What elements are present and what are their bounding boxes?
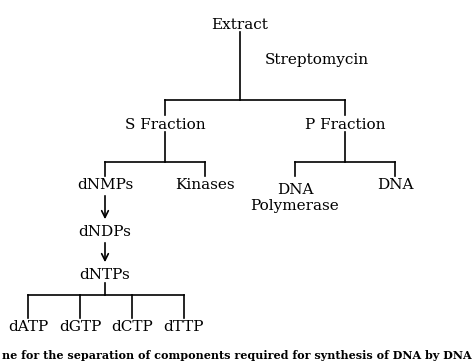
Text: Kinases: Kinases [175, 178, 235, 192]
Text: dNTPs: dNTPs [80, 268, 130, 282]
Text: DNA
Polymerase: DNA Polymerase [251, 183, 339, 213]
Text: dCTP: dCTP [111, 320, 153, 334]
Text: dTTP: dTTP [164, 320, 204, 334]
Text: Extract: Extract [211, 18, 268, 32]
Text: P Fraction: P Fraction [305, 118, 385, 132]
Text: ne for the separation of components required for synthesis of DNA by DNA p: ne for the separation of components requ… [2, 350, 474, 361]
Text: dGTP: dGTP [59, 320, 101, 334]
Text: dNMPs: dNMPs [77, 178, 133, 192]
Text: Streptomycin: Streptomycin [265, 53, 369, 67]
Text: dATP: dATP [8, 320, 48, 334]
Text: S Fraction: S Fraction [125, 118, 205, 132]
Text: dNDPs: dNDPs [79, 225, 131, 239]
Text: DNA: DNA [377, 178, 413, 192]
